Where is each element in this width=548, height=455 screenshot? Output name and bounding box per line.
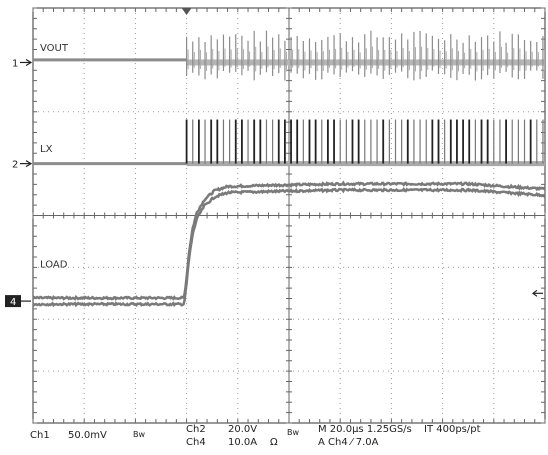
ch2-scale: 20.0V <box>228 424 258 435</box>
trace-flat <box>33 162 187 166</box>
trigger-level-arrowhead <box>532 289 538 297</box>
trace-band <box>186 161 545 167</box>
trace-band <box>186 59 545 66</box>
channel-label-vout: VOUT <box>40 43 69 54</box>
channel-2-marker-arrowhead <box>25 160 33 168</box>
trace-load <box>31 180 547 308</box>
ch4-unit: Ω <box>270 437 278 448</box>
trace-line <box>31 186 547 308</box>
ch1-label: Ch1 <box>30 430 50 441</box>
trace-line <box>31 180 547 302</box>
channel-1-marker[interactable]: 1 <box>12 58 18 69</box>
ch1-scale: 50.0mV <box>68 430 107 441</box>
channel-markers: 1 2 4 <box>5 8 543 308</box>
ch2-bw: Bw <box>287 428 300 437</box>
trigger-position-marker[interactable] <box>181 8 192 15</box>
channel-2-marker[interactable]: 2 <box>12 160 18 171</box>
ch4-scale: 10.0A <box>228 437 258 448</box>
trigger-readout: A Ch4 ⁄ 7.0A <box>318 437 379 448</box>
channel-labels: VOUT LX LOAD <box>40 43 69 270</box>
record-readout: IT 400ps/pt <box>424 424 481 435</box>
channel-4-marker: 4 <box>10 297 16 308</box>
traces <box>31 30 547 308</box>
channel-label-lx: LX <box>40 144 53 155</box>
trace-vout <box>33 30 545 81</box>
trace-lx <box>33 119 545 167</box>
graticule <box>32 7 546 424</box>
trace-flat <box>33 58 187 62</box>
timebase-readout: M 20.0µs 1.25GS/s <box>318 424 412 435</box>
channel-1-marker-arrowhead <box>25 58 33 66</box>
channel-label-load: LOAD <box>40 259 68 270</box>
ch1-bw: Bw <box>133 430 146 439</box>
ch2-label: Ch2 <box>186 424 206 435</box>
channel-4-marker-box[interactable] <box>5 295 21 308</box>
ch4-label: Ch4 <box>186 437 206 448</box>
